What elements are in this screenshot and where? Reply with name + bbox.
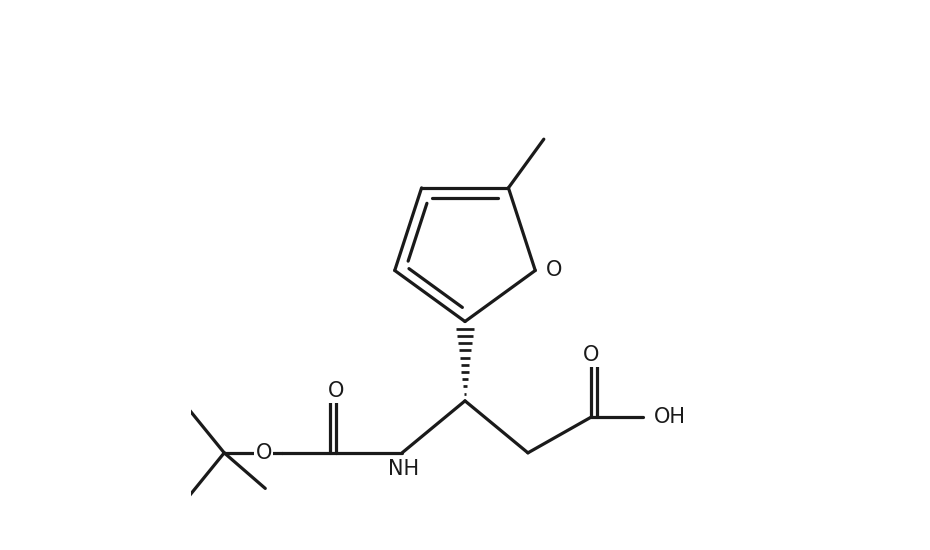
Text: O: O — [328, 381, 345, 401]
Text: O: O — [546, 261, 563, 280]
Text: O: O — [583, 345, 599, 365]
Text: O: O — [256, 443, 272, 463]
Text: NH: NH — [388, 459, 419, 479]
Text: OH: OH — [654, 408, 685, 427]
